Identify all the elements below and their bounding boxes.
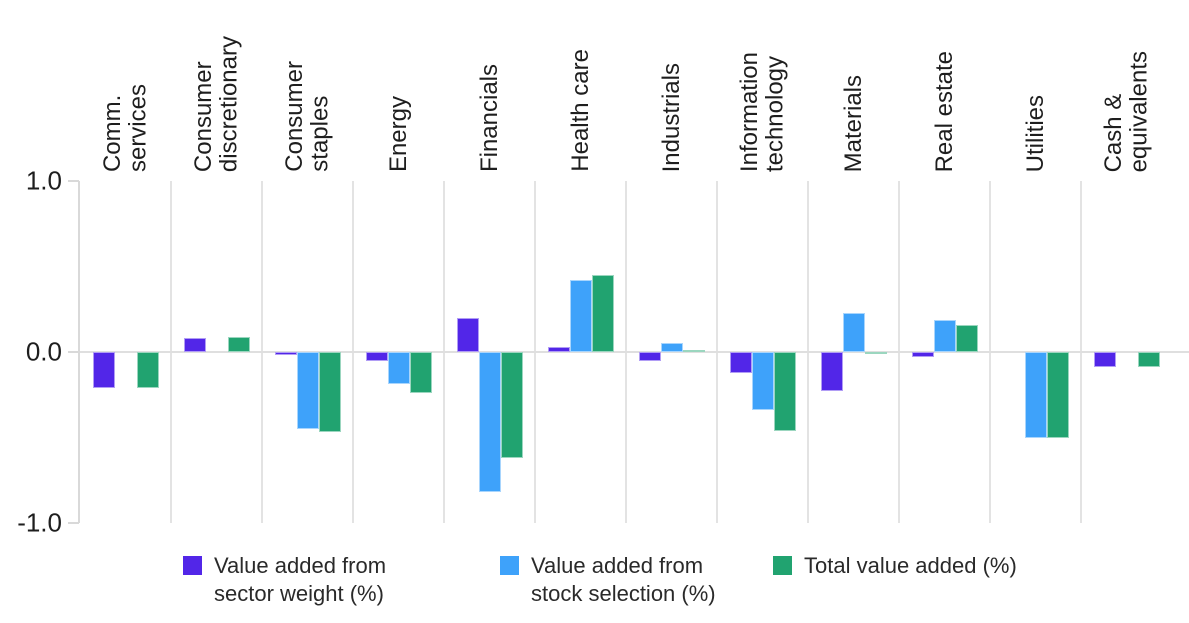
bar-total-value-added xyxy=(864,352,887,354)
sector-label-slot: Cash & equivalents xyxy=(1081,0,1172,172)
bar-total-value-added xyxy=(227,336,250,352)
sector-label-slot: Industrials xyxy=(626,0,717,172)
bar-stock-selection xyxy=(751,352,774,411)
sector-label-slot: Financials xyxy=(444,0,535,172)
legend-swatch-icon xyxy=(500,556,519,575)
bar-total-value-added xyxy=(682,350,705,352)
sector-label: Comm. services xyxy=(99,83,152,172)
bar-stock-selection xyxy=(933,319,956,352)
zero-baseline xyxy=(80,351,1189,353)
bar-total-value-added xyxy=(591,275,614,352)
sector-label: Industrials xyxy=(657,62,685,172)
bar-total-value-added xyxy=(318,352,341,433)
sector-label: Consumer discretionary xyxy=(190,35,243,172)
bar-total-value-added xyxy=(955,324,978,352)
bar-sector-weight xyxy=(638,352,661,361)
sector-label-slot: Energy xyxy=(353,0,444,172)
sector-label-slot: Comm. services xyxy=(80,0,171,172)
y-axis-tick-label: 0.0 xyxy=(25,336,62,367)
bar-sector-weight xyxy=(365,352,388,361)
bar-sector-weight xyxy=(456,317,479,352)
bar-stock-selection xyxy=(842,312,865,352)
bar-sector-weight xyxy=(92,352,115,388)
bar-stock-selection xyxy=(387,352,410,385)
legend-item: Total value added (%) xyxy=(773,552,1017,580)
bar-stock-selection xyxy=(478,352,501,493)
bar-total-value-added xyxy=(136,352,159,388)
sector-label: Energy xyxy=(384,95,412,172)
plot-area xyxy=(80,181,1189,523)
y-axis-tick-mark xyxy=(68,351,79,353)
y-axis-line xyxy=(78,181,80,523)
sector-label: Utilities xyxy=(1021,94,1049,172)
bar-total-value-added xyxy=(1137,352,1160,368)
bar-sector-weight xyxy=(183,338,206,352)
sector-label-slot: Information technology xyxy=(717,0,808,172)
bar-stock-selection xyxy=(296,352,319,429)
bar-total-value-added xyxy=(409,352,432,394)
sector-label: Health care xyxy=(566,49,594,172)
sector-label: Information technology xyxy=(736,51,789,172)
sector-label: Financials xyxy=(475,63,503,172)
bar-sector-weight xyxy=(1093,352,1116,368)
legend-label: Value added from sector weight (%) xyxy=(214,553,387,606)
legend-swatch-icon xyxy=(183,556,202,575)
bar-sector-weight xyxy=(274,352,297,356)
sector-label-slot: Consumer staples xyxy=(262,0,353,172)
bar-sector-weight xyxy=(547,346,570,352)
sector-label-slot: Utilities xyxy=(990,0,1081,172)
legend-item: Value added from stock selection (%) xyxy=(500,552,716,608)
y-axis-tick-label: 1.0 xyxy=(25,165,62,196)
legend-item: Value added from sector weight (%) xyxy=(183,552,386,608)
y-axis-tick-mark xyxy=(68,180,79,182)
sector-label-slot: Health care xyxy=(535,0,626,172)
y-axis-tick-mark xyxy=(68,522,79,524)
bar-stock-selection xyxy=(569,280,592,352)
bar-sector-weight xyxy=(729,352,752,373)
bar-stock-selection xyxy=(660,343,683,352)
sector-label: Cash & equivalents xyxy=(1100,50,1153,172)
bar-total-value-added xyxy=(1046,352,1069,438)
bar-sector-weight xyxy=(820,352,843,392)
legend-label: Total value added (%) xyxy=(804,553,1017,578)
legend-swatch-icon xyxy=(773,556,792,575)
legend-label: Value added from stock selection (%) xyxy=(531,553,716,606)
sector-label-slot: Consumer discretionary xyxy=(171,0,262,172)
bar-total-value-added xyxy=(500,352,523,459)
sector-label: Real estate xyxy=(930,50,958,172)
bar-sector-weight xyxy=(911,352,934,358)
bar-stock-selection xyxy=(1024,352,1047,438)
sector-label-slot: Materials xyxy=(808,0,899,172)
y-axis-tick-label: -1.0 xyxy=(17,507,62,538)
sector-label: Consumer staples xyxy=(281,61,334,172)
sector-label-slot: Real estate xyxy=(899,0,990,172)
sector-label: Materials xyxy=(839,74,867,172)
bar-total-value-added xyxy=(773,352,796,431)
